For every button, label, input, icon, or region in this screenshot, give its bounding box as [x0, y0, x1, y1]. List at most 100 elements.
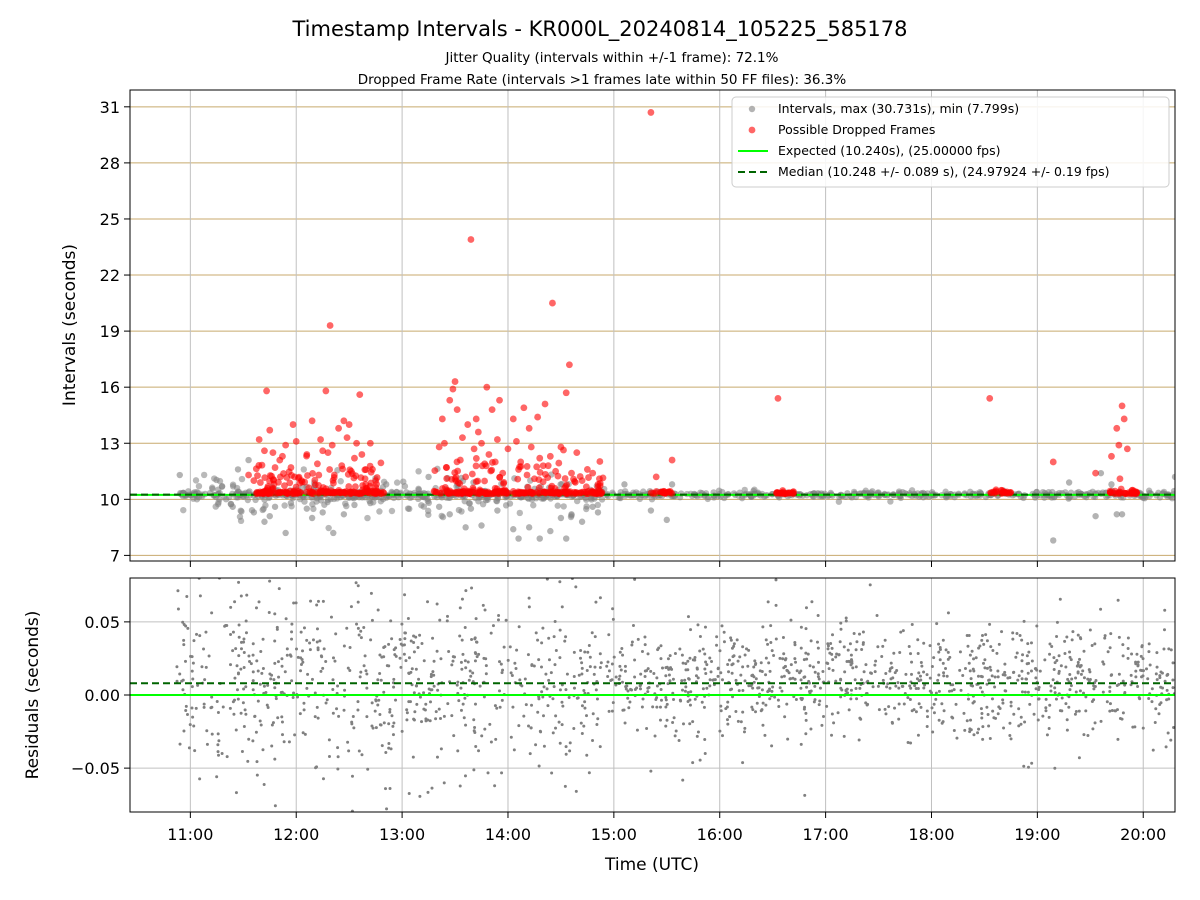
residual-point: [664, 698, 668, 702]
interval-point: [215, 499, 222, 506]
residual-point: [244, 631, 248, 635]
residual-point: [407, 700, 411, 704]
residual-point: [1034, 676, 1038, 680]
residual-point: [849, 653, 853, 657]
residual-point: [1070, 677, 1074, 681]
residual-point: [1026, 690, 1030, 694]
residual-point: [534, 743, 538, 747]
residual-point: [951, 683, 955, 687]
dropped-point: [349, 488, 357, 496]
residual-point: [1064, 665, 1068, 669]
residual-point: [290, 622, 294, 626]
residual-point: [621, 653, 625, 657]
residual-point: [1121, 654, 1125, 658]
interval-point: [502, 502, 510, 509]
residual-point: [747, 684, 751, 688]
interval-point: [300, 466, 307, 473]
residual-point: [954, 702, 958, 706]
residual-point: [807, 690, 811, 694]
residual-point: [1048, 703, 1052, 707]
residual-point: [486, 771, 490, 775]
residual-point: [718, 649, 722, 653]
residual-point: [1011, 631, 1015, 635]
residual-point: [944, 648, 948, 652]
residual-point: [251, 688, 255, 692]
residual-point: [1050, 645, 1054, 649]
residual-point: [1087, 668, 1091, 672]
residual-point: [751, 708, 755, 712]
dropped-point: [1130, 489, 1137, 497]
residual-point: [919, 661, 923, 665]
residual-point: [804, 627, 808, 631]
residual-point: [350, 774, 354, 778]
residual-point: [774, 603, 778, 607]
residual-point: [842, 734, 846, 738]
residual-point: [922, 641, 926, 645]
residual-point: [553, 663, 557, 667]
interval-point: [324, 498, 331, 506]
residual-point: [938, 658, 942, 662]
interval-point: [455, 506, 463, 514]
residual-point: [305, 638, 309, 642]
dropped-point: [289, 421, 297, 428]
dropped-point: [269, 449, 277, 456]
residual-point: [1047, 715, 1051, 719]
residual-point: [1116, 737, 1120, 741]
residual-point: [760, 670, 764, 674]
residual-point: [285, 647, 289, 651]
residual-point: [983, 658, 987, 662]
residual-point: [991, 649, 995, 653]
residual-point: [857, 632, 861, 636]
dropped-point: [515, 466, 522, 473]
interval-point: [376, 508, 383, 515]
residual-point: [182, 729, 186, 733]
residual-point: [869, 671, 873, 675]
residual-point: [472, 718, 476, 722]
residual-point: [376, 608, 380, 612]
dropped-point: [549, 299, 556, 307]
residual-point: [898, 650, 902, 654]
dropped-point: [335, 424, 342, 432]
residual-point: [988, 737, 992, 740]
residual-point: [708, 656, 712, 660]
residual-point: [846, 648, 850, 652]
residual-point: [750, 674, 754, 678]
residual-point: [477, 749, 481, 753]
residual-point: [617, 677, 621, 681]
residual-point: [689, 690, 693, 694]
residual-point: [831, 633, 835, 637]
residual-point: [1123, 683, 1127, 687]
residual-point: [316, 646, 320, 650]
residual-point: [504, 618, 508, 622]
dropped-point: [289, 489, 297, 497]
legend-label-0: Intervals, max (30.731s), min (7.799s): [778, 101, 1019, 116]
dropped-point: [533, 463, 541, 471]
residual-point: [807, 681, 811, 685]
residual-point: [536, 638, 540, 642]
residual-point: [1167, 697, 1171, 701]
interval-point: [200, 471, 208, 479]
residual-point: [564, 745, 568, 749]
residual-point: [333, 659, 337, 663]
residual-point: [668, 679, 672, 683]
dropped-point: [254, 472, 261, 479]
residual-point: [979, 674, 983, 678]
residual-point: [738, 655, 742, 659]
dropped-point: [491, 458, 499, 466]
interval-point: [573, 497, 581, 505]
residual-point: [743, 653, 747, 657]
dropped-point: [456, 456, 464, 464]
residual-point: [343, 688, 347, 692]
residual-point: [686, 699, 690, 703]
residual-point: [515, 648, 519, 652]
residual-point: [192, 639, 196, 643]
residual-point: [752, 680, 756, 684]
residual-point: [552, 685, 556, 689]
residual-point: [1074, 690, 1078, 694]
residual-point: [365, 672, 369, 676]
residual-point: [1082, 691, 1086, 695]
residual-point: [1136, 664, 1140, 668]
residual-point: [1155, 678, 1159, 682]
residual-point: [290, 679, 294, 683]
residual-point: [688, 703, 692, 707]
